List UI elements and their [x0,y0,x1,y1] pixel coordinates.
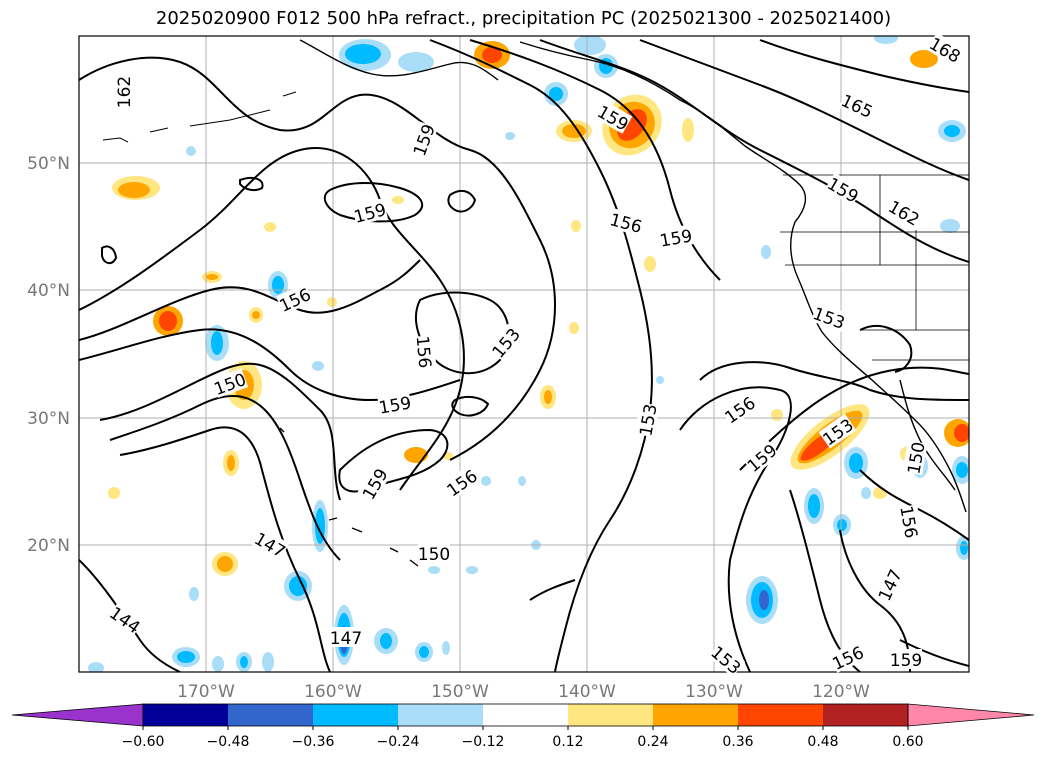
map-border [78,35,970,673]
contour-label-bg [897,504,923,540]
colorbar-segment [228,704,313,726]
contour-label-bg [824,172,863,206]
lon-label-160w: 160°W [304,682,362,702]
contour-label-bg [251,527,290,561]
contour-label-bg [442,464,481,500]
contour-label-bg [634,402,660,438]
colorbar-segment [398,704,483,726]
graticule [79,36,969,672]
contour-label-bg [818,413,857,449]
colorbar-segment [653,704,738,726]
contour-label-bg [902,440,928,476]
contour-label: 162 [115,76,135,108]
colorbar-tick-label: −0.12 [462,734,505,750]
colorbar-extend-max [907,703,1035,727]
contour-label: 150 [418,545,450,565]
contour-label-bg [106,601,145,637]
colorbar-segment [823,704,908,726]
contour-label-bg [890,649,922,669]
contour-label-bg [838,89,877,121]
lat-label-30n: 30°N [27,409,70,429]
colorbar-extend-min [11,703,144,727]
lat-label-50n: 50°N [27,154,70,174]
contour-label-bg [113,76,133,108]
lat-label-40n: 40°N [27,281,70,301]
colorbar-tick-label: 0.24 [637,734,668,750]
lon-label-130w: 130°W [685,682,743,702]
contour-label-bg [658,224,694,250]
contour-label: 147 [330,629,362,649]
contour-label-bg [487,323,524,362]
contour-label-bg [377,391,413,417]
contour-label-bg [707,641,746,678]
contour-label-bg [742,439,781,476]
lon-label-150w: 150°W [431,682,489,702]
contour-label-bg [885,195,924,229]
colorbar-segment [568,704,653,726]
colorbar: −0.60 −0.48 −0.36 −0.24 −0.12 0.12 0.24 0.36 0.4… [11,703,1035,750]
contour-label-bg [828,641,867,673]
contour-label: 156 [412,335,435,369]
colorbar-tick-label: 0.36 [722,734,753,750]
contour-label-bg [926,32,965,66]
contour-label-bg [330,627,362,647]
colorbar-tick-label: −0.24 [377,734,420,750]
lat-label-20n: 20°N [27,536,70,556]
colorbar-segment [313,704,398,726]
contour-label: 159 [890,651,922,671]
contour-label-bg [608,208,645,236]
colorbar-segment [483,704,568,726]
colorbar-outline [142,703,909,727]
contour-label-bg [810,302,848,332]
contour-label-bg [351,198,388,226]
contour-label-bg [720,391,759,427]
colorbar-tick-label: 0.60 [892,734,923,750]
contour-label-bg [357,464,391,503]
colorbar-tick-label: −0.36 [292,734,335,750]
contour-label-bg [275,283,314,315]
lon-label-140w: 140°W [558,682,616,702]
contour-label-bg [413,335,437,369]
colorbar-tick-label: 0.12 [552,734,583,750]
colorbar-tick-label: 0.48 [807,734,838,750]
contour-label-bg [873,565,905,604]
contour-label-bg [594,100,633,134]
contour-label-bg [211,368,249,398]
colorbar-segment [738,704,823,726]
contour-label-bg [418,543,450,563]
lon-label-120w: 120°W [812,682,870,702]
colorbar-tick-label: −0.48 [207,734,250,750]
colorbar-segment [143,704,228,726]
contour-label-bg [408,121,438,159]
lon-label-170w: 170°W [177,682,235,702]
chart-title: 2025020900 F012 500 hPa refract., precip… [155,8,892,29]
colorbar-tick-label: −0.60 [122,734,165,750]
